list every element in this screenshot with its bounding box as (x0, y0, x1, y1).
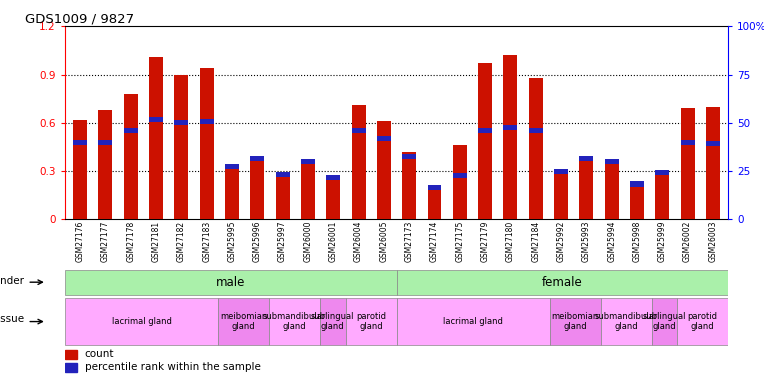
Bar (503, 125, 517, 130)
Bar (630, 182, 644, 186)
Text: GDS1009 / 9827: GDS1009 / 9827 (25, 12, 134, 25)
Bar (73, 140, 87, 145)
Text: lacrimal gland: lacrimal gland (112, 317, 171, 326)
Bar (503, 55, 517, 219)
Text: tissue: tissue (0, 314, 24, 324)
Text: female: female (542, 276, 583, 289)
Bar (276, 172, 290, 177)
Bar (529, 128, 542, 133)
Bar (301, 159, 315, 164)
Bar (601, 298, 652, 345)
Bar (706, 107, 720, 219)
Bar (377, 121, 391, 219)
Text: parotid
gland: parotid gland (356, 312, 386, 331)
Bar (124, 94, 138, 219)
Bar (199, 68, 214, 219)
Bar (225, 166, 239, 219)
Text: meibomian
gland: meibomian gland (552, 312, 599, 331)
Bar (276, 174, 290, 219)
Text: gender: gender (0, 276, 24, 286)
Bar (681, 108, 694, 219)
Bar (656, 170, 669, 175)
Bar (320, 298, 345, 345)
Bar (377, 136, 391, 141)
Bar (652, 298, 677, 345)
Bar (174, 120, 189, 125)
Bar (397, 270, 728, 295)
Text: sublingual
gland: sublingual gland (311, 312, 354, 331)
Bar (579, 158, 594, 219)
Bar (149, 57, 163, 219)
Text: submandibular
gland: submandibular gland (594, 312, 658, 331)
Bar (656, 173, 669, 219)
Bar (225, 164, 239, 169)
Text: lacrimal gland: lacrimal gland (443, 317, 503, 326)
Text: meibomian
gland: meibomian gland (220, 312, 267, 331)
Text: sublingual
gland: sublingual gland (643, 312, 686, 331)
Bar (345, 298, 397, 345)
Bar (301, 161, 315, 219)
Bar (99, 110, 112, 219)
Bar (251, 158, 264, 219)
Bar (99, 140, 112, 145)
Text: male: male (216, 276, 245, 289)
Bar (681, 140, 694, 145)
Text: parotid
gland: parotid gland (688, 312, 717, 331)
Bar (706, 141, 720, 146)
Bar (174, 75, 189, 219)
Bar (65, 298, 218, 345)
Text: percentile rank within the sample: percentile rank within the sample (85, 362, 261, 372)
Bar (251, 156, 264, 161)
Bar (529, 78, 542, 219)
Bar (351, 105, 365, 219)
Bar (65, 350, 77, 358)
Bar (478, 63, 492, 219)
Bar (554, 168, 568, 174)
Bar (478, 128, 492, 133)
Bar (65, 363, 77, 372)
Bar (269, 298, 320, 345)
Bar (65, 270, 397, 295)
Text: submandibular
gland: submandibular gland (263, 312, 326, 331)
Bar (351, 128, 365, 133)
Bar (326, 177, 340, 219)
Bar (402, 152, 416, 219)
Bar (453, 173, 467, 178)
Bar (604, 161, 619, 219)
Bar (149, 117, 163, 122)
Bar (604, 159, 619, 164)
Bar (428, 184, 442, 190)
Bar (549, 298, 601, 345)
Bar (218, 298, 269, 345)
Bar (124, 128, 138, 133)
Bar (397, 298, 549, 345)
Bar (579, 156, 594, 161)
Bar (326, 175, 340, 180)
Bar (554, 171, 568, 219)
Bar (630, 184, 644, 219)
Bar (199, 118, 214, 124)
Bar (677, 298, 728, 345)
Bar (73, 120, 87, 219)
Bar (453, 146, 467, 219)
Bar (402, 154, 416, 159)
Bar (428, 187, 442, 219)
Text: count: count (85, 349, 115, 359)
